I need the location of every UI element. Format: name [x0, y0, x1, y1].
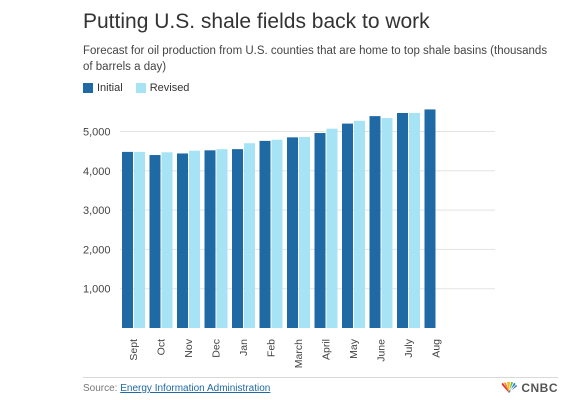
- brand-logo: CNBC: [500, 381, 558, 395]
- bar-initial: [397, 112, 408, 328]
- legend-item-revised: Revised: [135, 82, 190, 94]
- bar-revised: [381, 118, 393, 328]
- y-tick-label: 1,000: [83, 284, 111, 296]
- x-tick-label: Nov: [183, 338, 195, 357]
- bar-revised: [354, 120, 365, 329]
- bar-initial: [122, 151, 133, 328]
- peacock-icon: [501, 382, 518, 393]
- x-tick-label: Dec: [211, 339, 223, 358]
- y-tick-label: 3,000: [83, 205, 111, 217]
- x-tick-label: April: [321, 339, 333, 360]
- bar-initial: [149, 155, 161, 328]
- x-tick-label: July: [403, 338, 415, 357]
- legend-label-initial: Initial: [97, 82, 123, 94]
- x-tick-label: May: [348, 338, 360, 359]
- bar-initial: [177, 153, 188, 328]
- source-note: Source: Energy Information Administratio…: [83, 383, 270, 394]
- y-tick-label: 2,000: [83, 244, 111, 256]
- x-tick-label: Oct: [156, 339, 168, 355]
- x-tick-label: March: [293, 339, 305, 368]
- bar-initial: [259, 140, 271, 328]
- brand-name: CNBC: [521, 381, 558, 395]
- chart-title: Putting U.S. shale fields back to work: [83, 10, 430, 33]
- x-tick-label: June: [376, 339, 388, 362]
- footer-divider: [83, 377, 558, 378]
- bar-initial: [342, 123, 353, 328]
- legend-label-revised: Revised: [149, 82, 190, 94]
- bar-initial: [424, 109, 436, 329]
- bar-revised: [299, 136, 310, 328]
- legend-item-initial: Initial: [83, 82, 123, 94]
- bar-revised: [409, 112, 420, 328]
- bar-revised: [189, 150, 200, 328]
- x-tick-label: Aug: [431, 339, 443, 358]
- bar-initial: [204, 150, 216, 328]
- bar-revised: [271, 139, 283, 328]
- y-tick-label: 4,000: [83, 166, 111, 178]
- x-tick-label: Sept: [128, 339, 140, 361]
- legend-swatch-revised: [135, 83, 146, 93]
- bar-initial: [287, 137, 298, 328]
- bar-revised: [244, 143, 255, 328]
- source-link[interactable]: Energy Information Administration: [120, 383, 271, 394]
- y-tick-label: 5,000: [83, 126, 111, 138]
- bar-revised: [326, 128, 338, 328]
- bar-revised: [216, 149, 228, 328]
- legend: Initial Revised: [83, 82, 202, 94]
- x-tick-label: Jan: [238, 339, 250, 356]
- bar-initial: [369, 116, 381, 328]
- bar-initial: [314, 133, 326, 328]
- bar-revised: [134, 151, 145, 328]
- source-label: Source:: [83, 383, 118, 394]
- x-tick-label: Feb: [266, 339, 278, 357]
- chart-subtitle: Forecast for oil production from U.S. co…: [83, 45, 548, 73]
- legend-swatch-initial: [83, 83, 93, 93]
- bar-initial: [232, 149, 243, 328]
- bar-revised: [161, 152, 173, 328]
